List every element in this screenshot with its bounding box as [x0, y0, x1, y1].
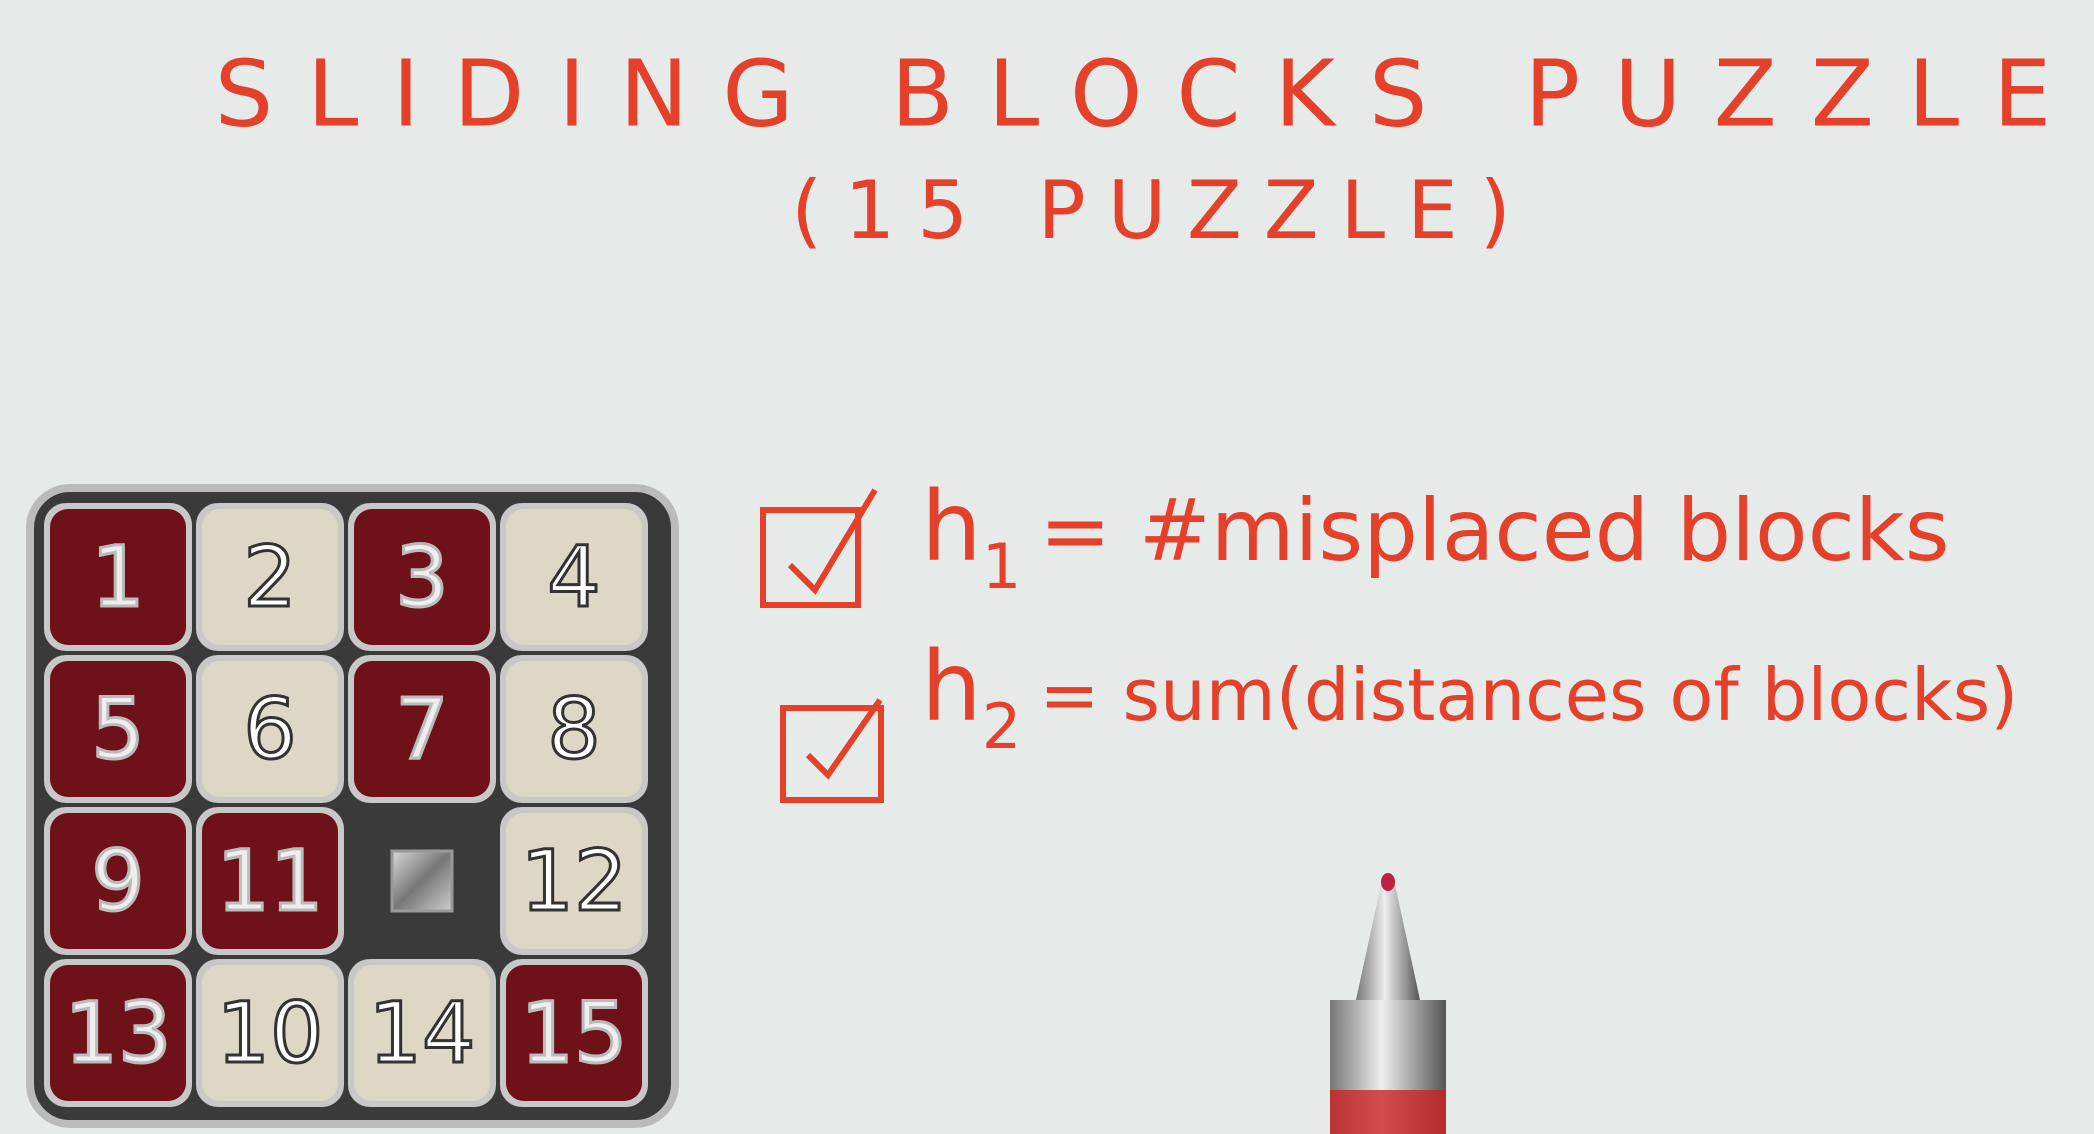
tile-label: 15 [521, 984, 628, 1082]
tile-face [50, 661, 186, 797]
tile-face [354, 965, 490, 1101]
pen [1330, 873, 1446, 1134]
subtitle: (15 PUZZLE) [791, 164, 1533, 257]
tile-face [202, 661, 338, 797]
tile-label: 2 [243, 528, 296, 626]
tile-face [50, 509, 186, 645]
tile-face [506, 965, 642, 1101]
tile-label: 12 [521, 832, 628, 930]
tile-face [354, 661, 490, 797]
tile-label: 10 [217, 984, 324, 1082]
tile-label: 14 [369, 984, 476, 1082]
title: SLIDING BLOCKS PUZZLE [215, 40, 2085, 147]
tile-label: 11 [217, 832, 324, 930]
tile-face [506, 661, 642, 797]
tile-face [506, 509, 642, 645]
tile-face [354, 509, 490, 645]
checkmark [805, 698, 883, 780]
tile-label: 8 [547, 680, 600, 778]
tile-label: 4 [547, 528, 600, 626]
heuristic-symbol: h [921, 631, 982, 743]
tile-label: 6 [243, 680, 296, 778]
tile-face [506, 813, 642, 949]
heuristic: h2 = sum(distances of blocks) [921, 631, 2018, 763]
heuristic: h1 = #misplaced blocks [921, 471, 1950, 603]
checkbox [780, 705, 884, 803]
tile-face [50, 965, 186, 1101]
tile-label: 3 [395, 528, 448, 626]
empty-slot [390, 849, 454, 913]
checkboxes [760, 488, 884, 803]
pen-grip [1330, 1090, 1446, 1134]
tile-face [202, 509, 338, 645]
heuristic-text: = #misplaced blocks [1039, 481, 1949, 581]
pen-tip [1356, 880, 1420, 1000]
tile-label: 9 [91, 832, 144, 930]
tile-face [50, 813, 186, 949]
tile-label: 5 [91, 680, 144, 778]
tile-label: 7 [395, 680, 448, 778]
checkbox [760, 507, 861, 608]
tile-label: 1 [91, 528, 144, 626]
heuristic-text: = sum(distances of blocks) [1039, 653, 2018, 737]
heuristic-subscript: 1 [982, 530, 1021, 603]
checkmark [787, 488, 878, 595]
heuristic-subscript: 2 [982, 690, 1021, 763]
tile-face [202, 965, 338, 1101]
pen-point [1381, 873, 1395, 891]
tile-label: 13 [65, 984, 172, 1082]
tile-face [202, 813, 338, 949]
heuristic-symbol: h [921, 471, 982, 583]
